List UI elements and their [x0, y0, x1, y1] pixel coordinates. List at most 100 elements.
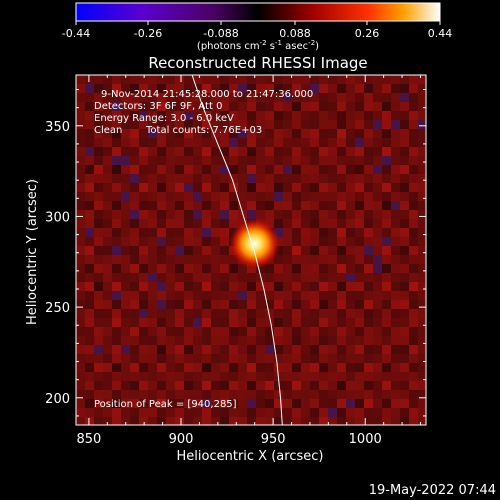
heatmap-cell [94, 300, 103, 309]
heatmap-cell [274, 102, 283, 111]
heatmap-cell [220, 102, 229, 111]
annotation-time-range: 9-Nov-2014 21:45:28.000 to 21:47:36.000 [101, 89, 313, 100]
heatmap-cell [382, 300, 391, 309]
heatmap-cell [112, 255, 121, 264]
heatmap-cell [337, 165, 346, 174]
heatmap-cell [166, 273, 175, 282]
heatmap-cell [166, 192, 175, 201]
heatmap-cell [202, 282, 211, 291]
heatmap-cell [202, 399, 211, 408]
heatmap-cell [238, 138, 247, 147]
heatmap-cell [364, 390, 373, 399]
heatmap-cell [391, 156, 400, 165]
heatmap-cell [391, 165, 400, 174]
heatmap-cell [310, 390, 319, 399]
heatmap-cell [382, 93, 391, 102]
heatmap-cell [184, 246, 193, 255]
heatmap-cell [283, 156, 292, 165]
heatmap-cell [139, 309, 148, 318]
heatmap-cell [130, 147, 139, 156]
heatmap-cell [310, 399, 319, 408]
heatmap-cell [247, 192, 256, 201]
heatmap-cell [400, 165, 409, 174]
heatmap-cell [319, 237, 328, 246]
heatmap-cell [193, 138, 202, 147]
heatmap-cell [382, 273, 391, 282]
heatmap-cell [283, 399, 292, 408]
heatmap-cell [418, 363, 426, 372]
heatmap-cell [310, 408, 319, 417]
heatmap-cell [265, 327, 274, 336]
heatmap-cell [85, 120, 94, 129]
heatmap-cell [274, 264, 283, 273]
heatmap-cell [130, 264, 139, 273]
heatmap-cell [355, 399, 364, 408]
heatmap-cell [166, 102, 175, 111]
heatmap-cell [130, 219, 139, 228]
heatmap-cell [76, 246, 85, 255]
heatmap-cell [328, 282, 337, 291]
heatmap-cell [175, 111, 184, 120]
heatmap-cell [175, 138, 184, 147]
heatmap-cell [301, 255, 310, 264]
heatmap-cell [220, 282, 229, 291]
heatmap-cell [346, 120, 355, 129]
heatmap-cell [202, 165, 211, 174]
heatmap-cell [229, 354, 238, 363]
heatmap-cell [211, 219, 220, 228]
heatmap-cell [274, 138, 283, 147]
heatmap-cell [166, 219, 175, 228]
heatmap-cell [400, 336, 409, 345]
heatmap-cell [76, 309, 85, 318]
heatmap-cell [139, 417, 148, 425]
heatmap-cell [418, 111, 426, 120]
heatmap-cell [166, 345, 175, 354]
heatmap-cell [301, 75, 310, 84]
heatmap-cell [247, 345, 256, 354]
heatmap-cell [247, 201, 256, 210]
heatmap-cell [319, 390, 328, 399]
heatmap-cell [292, 228, 301, 237]
heatmap-cell [274, 291, 283, 300]
heatmap-cell [211, 372, 220, 381]
heatmap-cell [319, 120, 328, 129]
heatmap-cell [76, 219, 85, 228]
heatmap-cell [346, 75, 355, 84]
heatmap-cell [256, 210, 265, 219]
heatmap-cell [301, 390, 310, 399]
heatmap-cell [346, 372, 355, 381]
heatmap-cell [202, 174, 211, 183]
heatmap-cell [283, 273, 292, 282]
heatmap-cell [346, 381, 355, 390]
heatmap-cell [85, 228, 94, 237]
heatmap-cell [76, 318, 85, 327]
heatmap-cell [211, 192, 220, 201]
heatmap-cell [265, 318, 274, 327]
heatmap-cell [346, 102, 355, 111]
heatmap-cell [292, 417, 301, 425]
heatmap-cell [166, 156, 175, 165]
heatmap-cell [175, 228, 184, 237]
heatmap-cell [346, 255, 355, 264]
heatmap-cell [94, 390, 103, 399]
heatmap-cell [157, 291, 166, 300]
heatmap-cell [139, 363, 148, 372]
y-tick-label-200: 200 [45, 392, 70, 407]
heatmap-cell [184, 399, 193, 408]
heatmap-cell [310, 165, 319, 174]
heatmap-cell [220, 291, 229, 300]
heatmap-cell [292, 390, 301, 399]
heatmap-cell [220, 174, 229, 183]
heatmap-cell [400, 228, 409, 237]
heatmap-cell [283, 192, 292, 201]
heatmap-cell [229, 111, 238, 120]
heatmap-cell [301, 129, 310, 138]
heatmap-cell [121, 201, 130, 210]
heatmap-cell [319, 129, 328, 138]
heatmap-cell [121, 183, 130, 192]
heatmap-cell [139, 84, 148, 93]
heatmap-cell [400, 183, 409, 192]
heatmap-cell [382, 336, 391, 345]
heatmap-cell [346, 219, 355, 228]
heatmap-cell [211, 336, 220, 345]
